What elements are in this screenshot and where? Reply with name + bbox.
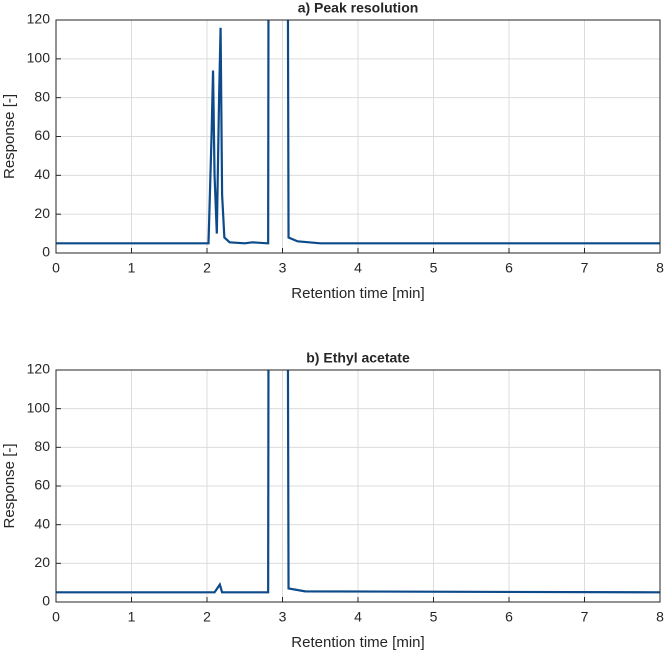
x-tick-label: 2	[203, 609, 211, 625]
x-tick-label: 6	[505, 609, 513, 625]
y-tick-label: 60	[34, 477, 50, 493]
y-tick-label: 40	[34, 515, 50, 531]
x-axis-label: Retention time [min]	[291, 285, 424, 302]
x-tick-label: 2	[203, 260, 211, 276]
y-tick-label: 100	[27, 50, 51, 66]
axes-box	[55, 369, 661, 603]
data-line	[56, 370, 660, 594]
axes-box	[55, 19, 661, 254]
x-tick-label: 3	[279, 609, 287, 625]
chart-title: a) Peak resolution	[298, 0, 419, 16]
y-axis-label: Response [-]	[1, 443, 18, 528]
x-tick-label: 6	[505, 260, 513, 276]
y-tick-label: 120	[27, 361, 51, 377]
x-tick-label: 3	[279, 260, 287, 276]
x-tick-label: 5	[430, 609, 438, 625]
x-tick-label: 7	[581, 260, 589, 276]
y-tick-label: 20	[34, 554, 50, 570]
x-tick-label: 4	[354, 260, 362, 276]
y-tick-label: 20	[34, 205, 50, 221]
x-tick-label: 1	[128, 609, 136, 625]
x-tick-label: 4	[354, 609, 362, 625]
x-tick-label: 8	[656, 609, 664, 625]
y-tick-label: 80	[34, 88, 50, 104]
y-tick-label: 0	[42, 244, 50, 260]
y-tick-label: 120	[27, 11, 51, 27]
x-tick-label: 0	[52, 609, 60, 625]
y-tick-label: 0	[42, 593, 50, 609]
x-tick-label: 0	[52, 260, 60, 276]
y-tick-label: 60	[34, 127, 50, 143]
data-line	[56, 20, 660, 245]
x-tick-label: 8	[656, 260, 664, 276]
y-tick-label: 80	[34, 438, 50, 454]
x-tick-label: 7	[581, 609, 589, 625]
x-tick-label: 1	[128, 260, 136, 276]
x-tick-label: 5	[430, 260, 438, 276]
y-tick-label: 100	[27, 399, 51, 415]
chart-title: b) Ethyl acetate	[306, 350, 410, 366]
y-tick-label: 40	[34, 166, 50, 182]
y-axis-label: Response [-]	[1, 94, 18, 179]
x-axis-label: Retention time [min]	[291, 634, 424, 651]
